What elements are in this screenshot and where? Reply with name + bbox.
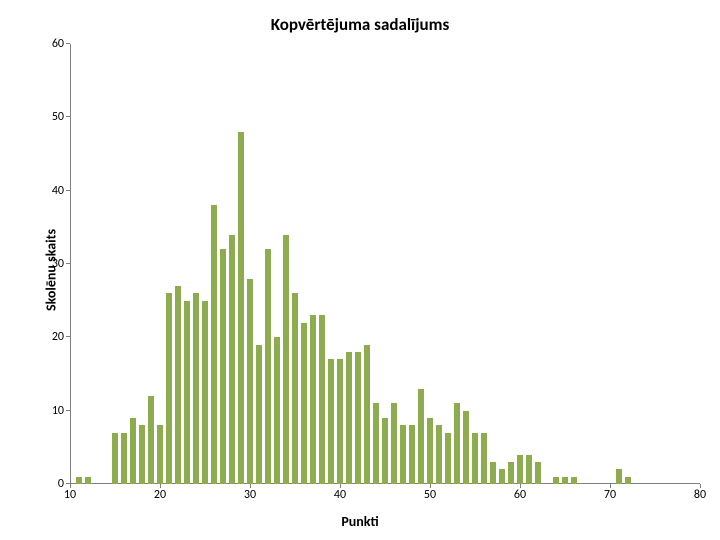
bar [499, 469, 505, 484]
y-tick-mark [66, 263, 70, 264]
y-tick-mark [66, 43, 70, 44]
bar [337, 359, 343, 484]
y-tick-mark [66, 190, 70, 191]
bar [220, 249, 226, 484]
x-tick-label: 10 [64, 488, 76, 502]
bar [112, 433, 118, 484]
bar [283, 235, 289, 484]
bar [490, 462, 496, 484]
bar [76, 477, 82, 484]
bar [418, 389, 424, 484]
bar [202, 301, 208, 484]
bar [193, 293, 199, 484]
bar [274, 337, 280, 484]
bar [562, 477, 568, 484]
bar [472, 433, 478, 484]
y-tick-mark [66, 336, 70, 337]
bar [85, 477, 91, 484]
bar [481, 433, 487, 484]
y-tick-label: 10 [52, 404, 64, 418]
bars-container [70, 44, 700, 484]
bar [301, 323, 307, 484]
bar [166, 293, 172, 484]
bar [184, 301, 190, 484]
bar [454, 403, 460, 484]
bar [139, 425, 145, 484]
bar [382, 418, 388, 484]
bar [463, 411, 469, 484]
bar [256, 345, 262, 484]
bar [310, 315, 316, 484]
bar [364, 345, 370, 484]
bar [157, 425, 163, 484]
bar [265, 249, 271, 484]
x-tick-mark [250, 484, 251, 488]
x-tick-label: 50 [424, 488, 436, 502]
y-tick-label: 50 [52, 110, 64, 124]
bar [553, 477, 559, 484]
bar [427, 418, 433, 484]
bar [571, 477, 577, 484]
bar [130, 418, 136, 484]
bar [238, 132, 244, 484]
x-tick-label: 30 [244, 488, 256, 502]
bar [121, 433, 127, 484]
bar [436, 425, 442, 484]
bar [625, 477, 631, 484]
bar [373, 403, 379, 484]
bar [391, 403, 397, 484]
x-tick-label: 70 [604, 488, 616, 502]
x-axis-label: Punkti [0, 513, 720, 530]
bar [400, 425, 406, 484]
bar [445, 433, 451, 484]
y-tick-label: 20 [52, 330, 64, 344]
y-tick-mark [66, 116, 70, 117]
y-tick-label: 30 [52, 257, 64, 271]
bar [409, 425, 415, 484]
x-tick-mark [610, 484, 611, 488]
x-tick-mark [430, 484, 431, 488]
x-tick-label: 40 [334, 488, 346, 502]
x-tick-mark [160, 484, 161, 488]
bar [148, 396, 154, 484]
y-tick-mark [66, 410, 70, 411]
bar [535, 462, 541, 484]
bar [616, 469, 622, 484]
bar [517, 455, 523, 484]
plot-area: 01020304050601020304050607080 [70, 44, 700, 484]
x-tick-mark [520, 484, 521, 488]
x-tick-mark [340, 484, 341, 488]
bar [355, 352, 361, 484]
bar [346, 352, 352, 484]
bar [211, 205, 217, 484]
bar [247, 279, 253, 484]
y-tick-label: 60 [52, 37, 64, 51]
bar [526, 455, 532, 484]
y-tick-label: 40 [52, 184, 64, 198]
bar [229, 235, 235, 484]
x-tick-label: 20 [154, 488, 166, 502]
bar [319, 315, 325, 484]
bar [328, 359, 334, 484]
x-tick-label: 60 [514, 488, 526, 502]
x-tick-mark [70, 484, 71, 488]
x-tick-label: 80 [694, 488, 706, 502]
x-tick-mark [700, 484, 701, 488]
bar [508, 462, 514, 484]
bar [175, 286, 181, 484]
chart-title: Kopvērtējuma sadalījums [0, 14, 720, 35]
bar [292, 293, 298, 484]
histogram-chart: Kopvērtējuma sadalījums Skolēnu skaits P… [0, 0, 720, 540]
